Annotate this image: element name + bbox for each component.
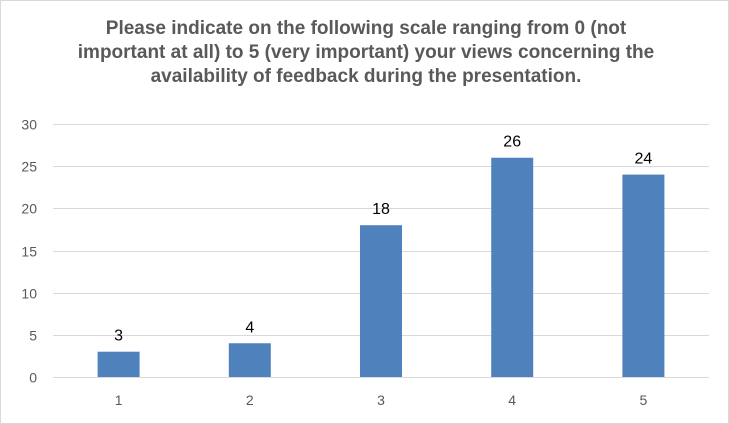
bar xyxy=(360,225,402,377)
data-label: 4 xyxy=(245,319,254,336)
data-label: 3 xyxy=(114,328,123,345)
y-tick-label: 15 xyxy=(21,244,37,260)
chart-title: Please indicate on the following scale r… xyxy=(77,18,655,87)
x-tick-label: 5 xyxy=(640,392,648,408)
data-label: 26 xyxy=(503,134,521,151)
y-tick-label: 5 xyxy=(29,328,37,344)
data-labels: 3 4 18 26 24 xyxy=(114,134,652,345)
bar xyxy=(228,343,271,377)
x-tick-label: 3 xyxy=(377,392,385,408)
bar xyxy=(491,157,534,377)
y-tick-label: 20 xyxy=(21,201,37,217)
y-tick-label: 25 xyxy=(21,159,37,175)
x-axis-ticks: 1 2 3 4 5 xyxy=(115,392,648,408)
x-tick-label: 2 xyxy=(246,392,254,408)
data-label: 18 xyxy=(372,201,390,218)
y-tick-label: 0 xyxy=(29,370,37,386)
x-tick-label: 4 xyxy=(508,392,516,408)
y-tick-label: 10 xyxy=(21,286,37,302)
y-tick-label: 30 xyxy=(21,117,37,133)
bar xyxy=(622,174,665,377)
data-label: 24 xyxy=(635,151,653,168)
bar xyxy=(97,351,140,377)
bars xyxy=(97,157,665,377)
x-tick-label: 1 xyxy=(115,392,123,408)
y-axis-ticks: 0 5 10 15 20 25 30 xyxy=(21,117,37,386)
